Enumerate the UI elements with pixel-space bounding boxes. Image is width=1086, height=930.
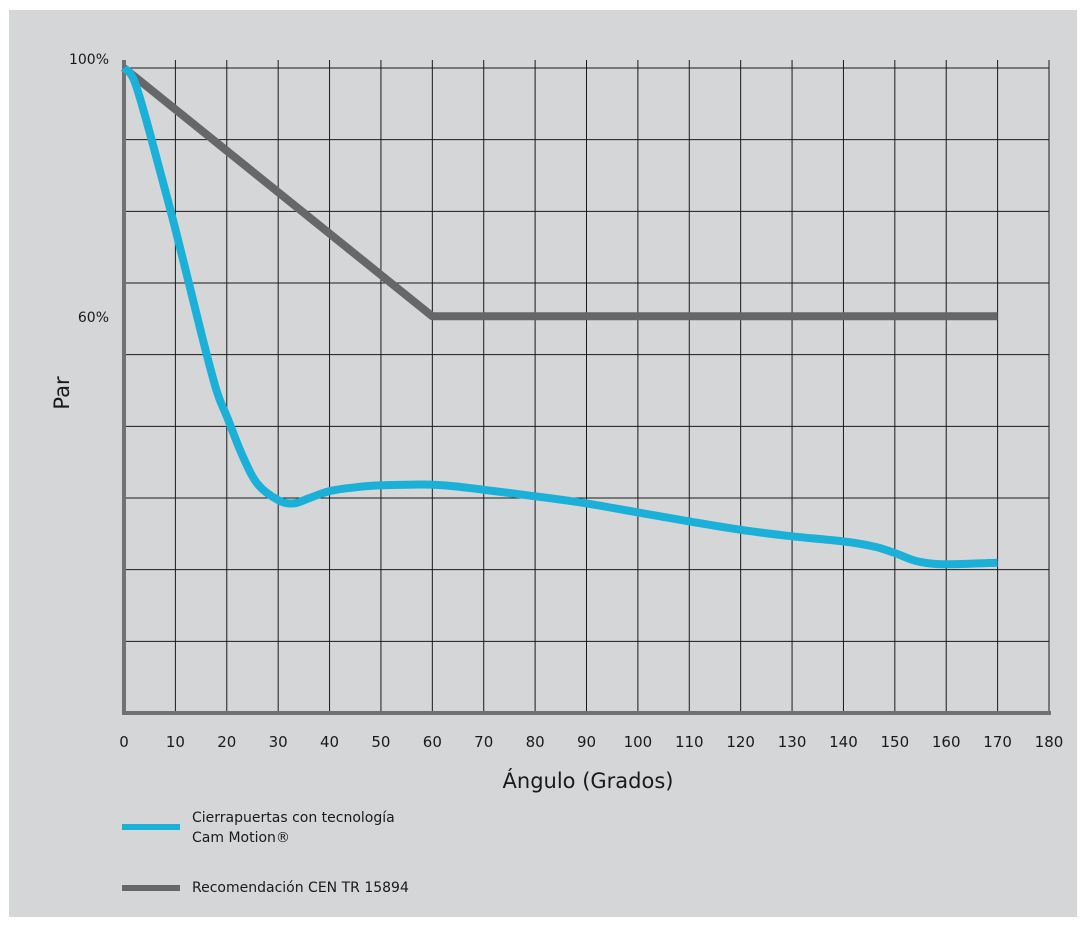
x-tick-label: 180 (1035, 733, 1064, 751)
x-tick-label: 170 (983, 733, 1012, 751)
y-tick-label: 100% (69, 52, 109, 68)
x-tick-labels: 0 10 20 30 40 50 60 70 80 90 100 110 120 130 140 150 160… (119, 733, 1063, 751)
x-tick-label: 50 (371, 733, 390, 751)
series-layer (120, 64, 998, 569)
x-tick-label: 90 (577, 733, 596, 751)
x-tick-label: 120 (726, 733, 755, 751)
legend-swatch-cam-motion (122, 824, 180, 830)
y-tick-label: 60% (78, 310, 109, 326)
x-tick-label: 10 (166, 733, 185, 751)
x-tick-label: 100 (624, 733, 653, 751)
x-tick-label: 130 (778, 733, 807, 751)
grid (123, 60, 1050, 713)
y-axis-title: Par (50, 376, 74, 410)
x-tick-label: 40 (320, 733, 339, 751)
legend-swatch-cen-tr (122, 885, 180, 891)
legend-label-cen-tr-line1: Recomendación CEN TR 15894 (192, 880, 409, 896)
legend-label-cam-motion-line2: Cam Motion® (192, 830, 290, 846)
legend-label-cam-motion-line1: Cierrapuertas con tecnología (192, 810, 395, 826)
y-tick-labels: 100% 60% (69, 52, 109, 326)
x-tick-label: 150 (881, 733, 910, 751)
chart-panel (9, 10, 1077, 917)
legend-label-cam-motion: Cierrapuertas con tecnología Cam Motion® (192, 808, 395, 848)
x-tick-label: 70 (474, 733, 493, 751)
x-tick-label: 80 (526, 733, 545, 751)
series-line-cen-tr (121, 64, 998, 321)
axes (122, 60, 1051, 715)
x-tick-label: 110 (675, 733, 704, 751)
x-tick-label: 0 (119, 733, 129, 751)
x-tick-label: 140 (829, 733, 858, 751)
series-line-cam-motion (120, 65, 998, 569)
x-tick-label: 20 (217, 733, 236, 751)
x-tick-label: 160 (932, 733, 961, 751)
legend-label-cen-tr: Recomendación CEN TR 15894 (192, 878, 409, 898)
x-axis-title: Ángulo (Grados) (503, 768, 674, 793)
x-tick-label: 60 (423, 733, 442, 751)
x-tick-label: 30 (269, 733, 288, 751)
